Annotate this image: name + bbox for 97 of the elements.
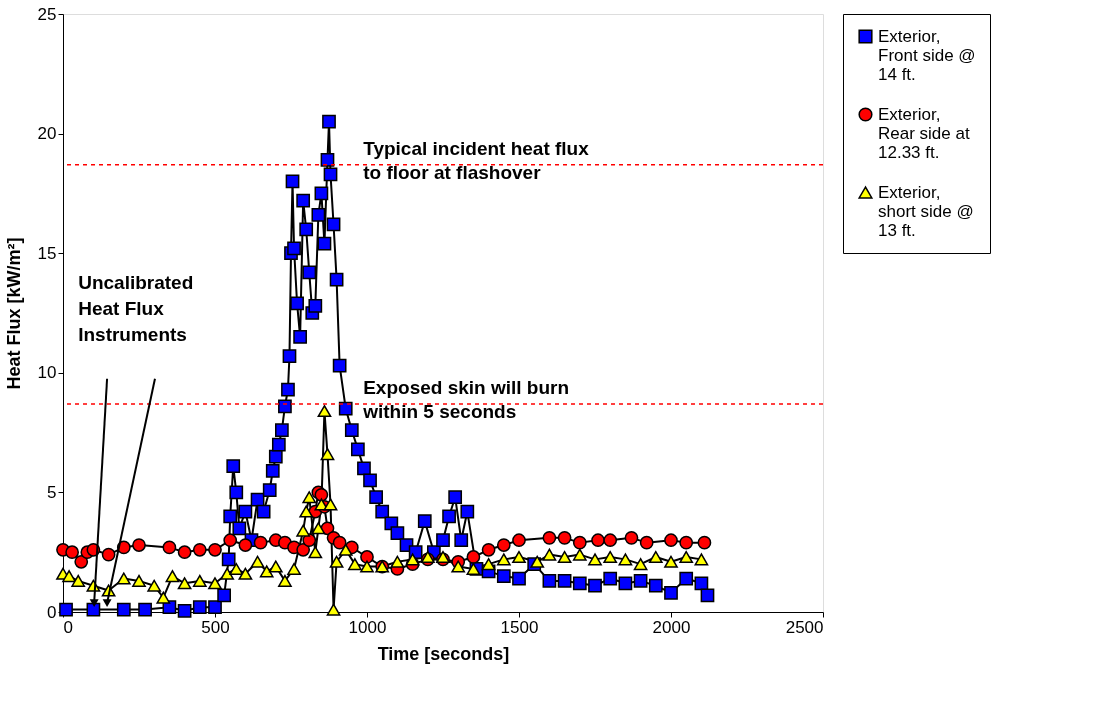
point (238, 538, 253, 552)
point (208, 542, 222, 557)
y-tick-label: 5 (47, 482, 57, 502)
point (338, 543, 353, 556)
point (697, 535, 712, 550)
point (360, 550, 374, 564)
point (220, 567, 235, 580)
point (74, 554, 89, 569)
legend-label: Exterior, Front side @ 14 ft. (878, 26, 976, 84)
point (268, 560, 283, 573)
point (296, 524, 311, 537)
point (572, 548, 587, 561)
x-axis-title: Time [seconds] (377, 643, 510, 664)
point (512, 533, 526, 548)
point (557, 550, 572, 564)
point (664, 555, 678, 568)
point (466, 550, 481, 564)
point (116, 572, 131, 585)
x-tick-label: 1500 (500, 617, 539, 637)
point (299, 505, 314, 518)
point (165, 570, 180, 583)
point (530, 555, 545, 568)
point (405, 553, 420, 566)
point (572, 535, 587, 550)
point (451, 560, 466, 573)
point (308, 546, 323, 559)
point (132, 538, 146, 552)
point (542, 530, 557, 545)
point (588, 553, 602, 566)
point (296, 542, 311, 557)
point (591, 533, 605, 548)
y-tick-label: 15 (37, 243, 57, 263)
point (250, 555, 265, 568)
point (62, 570, 76, 583)
y-tick-label: 10 (37, 363, 57, 383)
point (192, 574, 207, 587)
point (101, 547, 116, 562)
point (496, 538, 511, 552)
point (65, 545, 79, 560)
point (618, 553, 633, 566)
annotation: Uncalibrated Heat Flux Instruments (78, 272, 194, 346)
point (162, 540, 177, 555)
point (320, 448, 335, 461)
point (253, 535, 268, 550)
point (603, 533, 618, 548)
legend-label: Exterior, Rear side at 12.33 ft. (878, 104, 970, 162)
y-tick-label: 20 (37, 124, 57, 144)
x-tick-label: 1000 (348, 617, 387, 637)
point (496, 553, 511, 566)
point (259, 565, 274, 578)
x-tick-label: 500 (201, 617, 230, 637)
y-tick-label: 25 (37, 4, 57, 24)
point (317, 405, 332, 418)
point (481, 542, 496, 557)
point (287, 562, 301, 575)
point (639, 535, 654, 550)
point (360, 560, 374, 573)
point (311, 522, 326, 535)
ref-line-label: Exposed skin will burn within 5 seconds (362, 376, 570, 422)
point (223, 533, 238, 548)
point (302, 491, 317, 504)
point (512, 550, 526, 564)
point (323, 498, 338, 511)
point (557, 530, 572, 545)
point (132, 574, 146, 587)
point (329, 555, 344, 568)
y-axis-title: Heat Flux [kW/m²] (3, 237, 24, 390)
point (603, 550, 618, 564)
x-tick-label: 0 (63, 617, 73, 637)
point (624, 530, 639, 545)
point (229, 562, 244, 575)
point (664, 533, 678, 548)
x-tick-label: 2000 (652, 617, 691, 637)
point (156, 591, 171, 604)
point (390, 555, 405, 568)
point (633, 558, 648, 571)
point (71, 574, 86, 587)
point (347, 558, 362, 571)
point (679, 550, 694, 564)
point (481, 558, 496, 571)
point (147, 579, 162, 592)
point (208, 577, 222, 590)
point (542, 548, 557, 561)
y-tick-label: 0 (47, 602, 57, 622)
x-tick-label: 2500 (785, 617, 824, 637)
legend-label: Exterior, short side @ 13 ft. (878, 182, 974, 240)
point (238, 567, 253, 580)
point (192, 542, 207, 557)
point (679, 535, 694, 550)
point (332, 535, 347, 550)
ref-line-label: Typical incident heat flux to floor at flashover (363, 137, 590, 183)
point (278, 574, 292, 587)
point (326, 603, 341, 616)
point (694, 553, 709, 566)
point (177, 545, 192, 560)
point (648, 550, 663, 564)
point (177, 577, 192, 590)
